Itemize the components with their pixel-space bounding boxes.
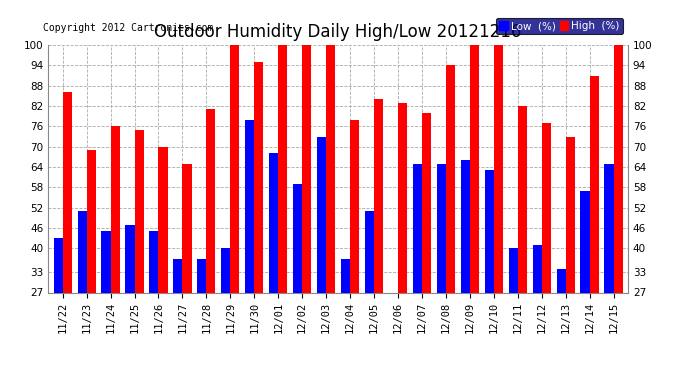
Bar bbox=[350, 120, 359, 292]
Bar bbox=[566, 136, 575, 292]
Bar bbox=[518, 106, 527, 292]
Bar bbox=[206, 110, 215, 292]
Bar bbox=[470, 45, 479, 292]
Bar bbox=[173, 259, 182, 292]
Bar bbox=[135, 130, 144, 292]
Bar bbox=[542, 123, 551, 292]
Bar bbox=[230, 45, 239, 292]
Bar bbox=[197, 259, 206, 292]
Bar bbox=[398, 103, 407, 292]
Title: Outdoor Humidity Daily High/Low 20121216: Outdoor Humidity Daily High/Low 20121216 bbox=[155, 22, 522, 40]
Bar bbox=[589, 75, 599, 292]
Bar bbox=[446, 65, 455, 292]
Bar bbox=[255, 62, 264, 292]
Bar bbox=[484, 171, 494, 292]
Legend: Low  (%), High  (%): Low (%), High (%) bbox=[496, 18, 622, 34]
Bar bbox=[269, 153, 278, 292]
Bar bbox=[604, 164, 613, 292]
Bar bbox=[494, 45, 503, 292]
Bar bbox=[159, 147, 168, 292]
Bar bbox=[293, 184, 302, 292]
Bar bbox=[245, 120, 255, 292]
Bar bbox=[54, 238, 63, 292]
Bar bbox=[326, 45, 335, 292]
Bar bbox=[461, 160, 470, 292]
Bar bbox=[437, 164, 446, 292]
Bar bbox=[149, 231, 159, 292]
Bar bbox=[557, 269, 566, 292]
Bar bbox=[87, 150, 96, 292]
Bar bbox=[77, 211, 87, 292]
Bar bbox=[221, 248, 230, 292]
Bar bbox=[422, 113, 431, 292]
Bar bbox=[533, 245, 542, 292]
Bar bbox=[126, 225, 135, 292]
Text: Copyright 2012 Cartronics.com: Copyright 2012 Cartronics.com bbox=[43, 23, 213, 33]
Bar bbox=[413, 164, 422, 292]
Bar bbox=[278, 45, 287, 292]
Bar bbox=[110, 126, 119, 292]
Bar bbox=[302, 45, 311, 292]
Bar bbox=[317, 136, 326, 292]
Bar bbox=[101, 231, 110, 292]
Bar bbox=[63, 93, 72, 292]
Bar bbox=[365, 211, 374, 292]
Bar bbox=[580, 191, 589, 292]
Bar bbox=[182, 164, 192, 292]
Bar bbox=[613, 45, 622, 292]
Bar bbox=[341, 259, 350, 292]
Bar bbox=[374, 99, 383, 292]
Bar bbox=[509, 248, 518, 292]
